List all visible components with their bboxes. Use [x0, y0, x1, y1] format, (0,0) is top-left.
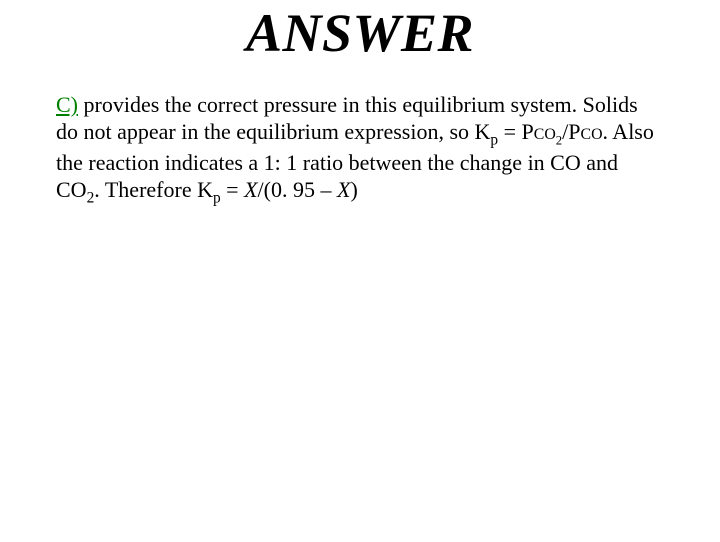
text-seg-8: ): [350, 177, 357, 202]
text-seg-6: =: [221, 177, 244, 202]
answer-body: C) provides the correct pressure in this…: [56, 92, 664, 208]
p-co2-symbol: CO: [534, 126, 556, 143]
answer-letter: C): [56, 92, 78, 117]
text-seg-7: /(0. 95 –: [258, 177, 337, 202]
italic-x-1: X: [244, 177, 257, 202]
kp-subscript-1: p: [490, 131, 498, 148]
text-seg-5: . Therefore K: [94, 177, 213, 202]
text-seg-2: = P: [498, 119, 534, 144]
text-seg-3: /P: [562, 119, 580, 144]
slide: ANSWER C) provides the correct pressure …: [0, 2, 720, 542]
kp-subscript-2: p: [213, 189, 221, 206]
italic-x-2: X: [337, 177, 350, 202]
p-co-symbol: CO: [581, 126, 603, 143]
page-title: ANSWER: [0, 2, 720, 64]
